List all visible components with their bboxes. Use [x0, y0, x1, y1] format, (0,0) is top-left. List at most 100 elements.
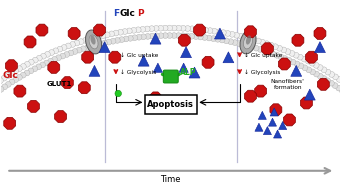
- Circle shape: [321, 67, 327, 73]
- Polygon shape: [270, 108, 278, 116]
- Ellipse shape: [89, 35, 98, 49]
- Circle shape: [277, 45, 282, 51]
- Circle shape: [306, 58, 311, 64]
- Circle shape: [119, 37, 124, 43]
- Circle shape: [325, 69, 331, 75]
- Polygon shape: [317, 78, 329, 90]
- Circle shape: [135, 27, 141, 33]
- Circle shape: [140, 26, 146, 32]
- Polygon shape: [68, 28, 80, 40]
- Circle shape: [78, 39, 84, 45]
- Polygon shape: [306, 51, 317, 63]
- Circle shape: [198, 27, 204, 33]
- Polygon shape: [179, 63, 188, 72]
- Text: Time: Time: [161, 175, 181, 184]
- Circle shape: [180, 25, 186, 31]
- Ellipse shape: [243, 35, 252, 49]
- Circle shape: [229, 31, 235, 37]
- Circle shape: [336, 85, 341, 91]
- Polygon shape: [150, 92, 161, 104]
- Circle shape: [40, 62, 45, 68]
- Polygon shape: [244, 26, 256, 38]
- Circle shape: [36, 55, 42, 61]
- Circle shape: [57, 46, 63, 52]
- Circle shape: [32, 66, 38, 72]
- Polygon shape: [244, 90, 256, 102]
- Circle shape: [247, 36, 253, 41]
- Circle shape: [336, 77, 341, 82]
- Circle shape: [171, 25, 177, 31]
- Circle shape: [115, 90, 121, 97]
- Circle shape: [95, 34, 101, 40]
- Circle shape: [9, 79, 15, 85]
- Circle shape: [74, 40, 80, 46]
- Circle shape: [314, 71, 319, 77]
- Polygon shape: [278, 58, 290, 70]
- Circle shape: [13, 68, 18, 74]
- Polygon shape: [292, 34, 304, 46]
- Circle shape: [5, 73, 11, 79]
- Circle shape: [317, 73, 323, 79]
- Circle shape: [302, 65, 308, 71]
- Polygon shape: [48, 61, 60, 73]
- Circle shape: [255, 38, 261, 44]
- Circle shape: [80, 46, 86, 52]
- Circle shape: [91, 35, 97, 41]
- Circle shape: [131, 27, 137, 33]
- Polygon shape: [283, 114, 295, 126]
- Text: Apoptosis: Apoptosis: [147, 100, 194, 109]
- Circle shape: [113, 30, 119, 36]
- Circle shape: [140, 34, 146, 40]
- Circle shape: [264, 41, 270, 47]
- Polygon shape: [178, 34, 190, 46]
- Circle shape: [162, 25, 168, 31]
- Circle shape: [17, 66, 22, 71]
- Polygon shape: [304, 89, 315, 100]
- Circle shape: [232, 40, 238, 46]
- Circle shape: [89, 43, 94, 49]
- Text: ↓ Glc uptake: ↓ Glc uptake: [120, 53, 158, 58]
- Circle shape: [0, 78, 3, 84]
- Polygon shape: [223, 52, 234, 63]
- Circle shape: [278, 54, 284, 60]
- Circle shape: [149, 33, 155, 39]
- Text: ↓ Glc uptake: ↓ Glc uptake: [244, 53, 282, 58]
- Circle shape: [257, 46, 263, 52]
- Polygon shape: [314, 28, 326, 40]
- Polygon shape: [173, 95, 185, 107]
- Circle shape: [185, 26, 191, 31]
- Circle shape: [132, 35, 137, 41]
- Circle shape: [136, 34, 142, 40]
- Circle shape: [100, 33, 106, 39]
- Circle shape: [236, 41, 242, 46]
- Circle shape: [260, 40, 266, 45]
- Circle shape: [216, 29, 222, 35]
- Circle shape: [313, 62, 319, 68]
- Circle shape: [110, 38, 116, 44]
- Polygon shape: [268, 118, 277, 126]
- Circle shape: [223, 38, 229, 44]
- Circle shape: [20, 72, 26, 78]
- Circle shape: [262, 48, 267, 54]
- Circle shape: [118, 29, 123, 35]
- Polygon shape: [255, 85, 267, 97]
- Polygon shape: [180, 47, 192, 58]
- Circle shape: [274, 52, 280, 58]
- Text: P: P: [137, 9, 144, 18]
- Circle shape: [297, 54, 303, 60]
- Circle shape: [270, 51, 276, 57]
- Circle shape: [167, 33, 173, 38]
- Circle shape: [115, 38, 120, 43]
- Circle shape: [242, 34, 248, 40]
- Circle shape: [122, 29, 128, 34]
- Circle shape: [240, 42, 246, 47]
- Polygon shape: [202, 56, 214, 68]
- Circle shape: [162, 33, 168, 38]
- Circle shape: [219, 37, 225, 43]
- Circle shape: [193, 34, 199, 40]
- Circle shape: [61, 45, 67, 50]
- Circle shape: [68, 50, 74, 56]
- Circle shape: [220, 30, 226, 36]
- Circle shape: [149, 26, 154, 32]
- Circle shape: [189, 33, 194, 39]
